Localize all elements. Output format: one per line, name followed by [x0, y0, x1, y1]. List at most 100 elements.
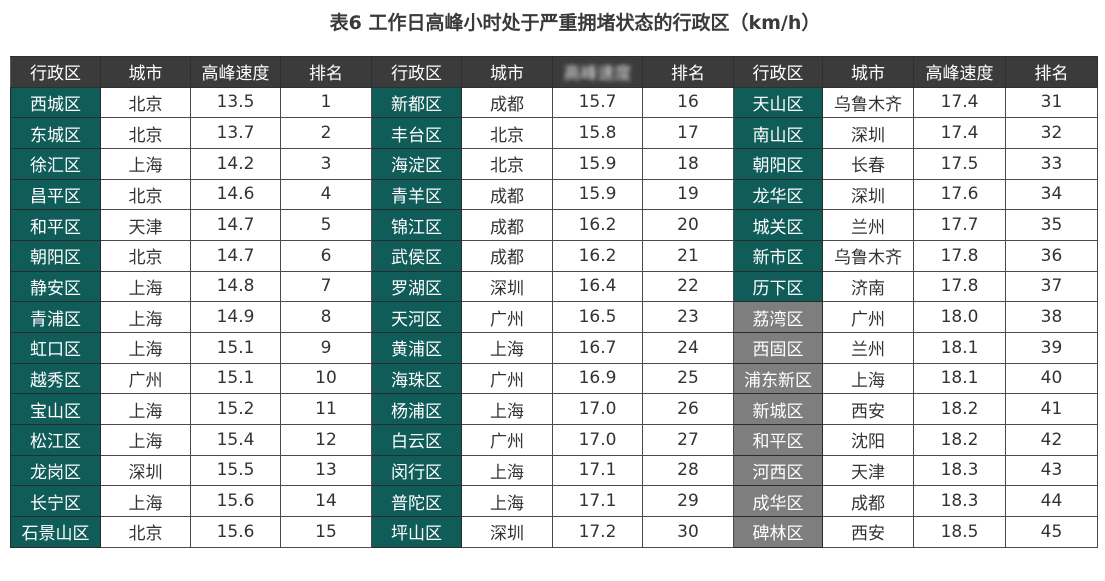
cell-city: 北京	[100, 515, 191, 548]
cell-district: 龙华区	[733, 178, 823, 211]
cell-rank: 43	[1005, 454, 1098, 487]
col-header-city: 城市	[100, 56, 191, 88]
cell-city: 上海	[461, 393, 553, 425]
cell-rank: 17	[642, 117, 734, 149]
table-title: 表6 工作日高峰小时处于严重拥堵状态的行政区（km/h）	[329, 12, 821, 34]
cell-district: 龙岗区	[10, 454, 101, 487]
cell-district: 罗湖区	[371, 270, 462, 303]
cell-city: 广州	[461, 362, 553, 395]
cell-district: 青羊区	[371, 178, 462, 211]
table-body: 西城区 北京 13.5 1 新都区 成都 15.7 16 天山区 乌鲁木齐 17.4 31 东城区 北京 1…	[10, 86, 1098, 548]
cell-peak-speed: 15.6	[190, 515, 281, 548]
col-header-peak-speed: 高峰速度	[913, 56, 1006, 88]
cell-rank: 28	[642, 454, 734, 487]
cell-district: 坪山区	[371, 515, 462, 548]
cell-rank: 23	[642, 301, 734, 333]
cell-peak-speed: 16.5	[552, 301, 643, 333]
cell-peak-speed: 16.7	[552, 331, 643, 364]
cell-city: 深圳	[822, 117, 914, 149]
cell-district: 天河区	[371, 301, 462, 333]
cell-peak-speed: 18.2	[913, 393, 1006, 425]
cell-city: 沈阳	[822, 423, 914, 456]
cell-rank: 38	[1005, 301, 1098, 333]
cell-district: 朝阳区	[10, 239, 101, 272]
cell-peak-speed: 17.4	[913, 86, 1006, 119]
table-row: 东城区 北京 13.7 2 丰台区 北京 15.8 17 南山区 深圳 17.4 32	[10, 117, 1098, 149]
cell-city: 北京	[100, 86, 191, 119]
cell-rank: 25	[642, 362, 734, 395]
cell-peak-speed: 15.9	[552, 178, 643, 211]
cell-district: 黄浦区	[371, 331, 462, 364]
cell-city: 北京	[100, 239, 191, 272]
col-header-city: 城市	[461, 56, 553, 88]
cell-district: 碑林区	[733, 515, 823, 548]
cell-district: 宝山区	[10, 393, 101, 425]
cell-district: 历下区	[733, 270, 823, 303]
cell-city: 北京	[100, 178, 191, 211]
cell-city: 上海	[100, 393, 191, 425]
col-header-district: 行政区	[10, 56, 101, 88]
cell-district: 丰台区	[371, 117, 462, 149]
cell-district: 东城区	[10, 117, 101, 149]
cell-district: 石景山区	[10, 515, 101, 548]
table-row: 宝山区 上海 15.2 11 杨浦区 上海 17.0 26 新城区 西安 18.2 41	[10, 393, 1098, 425]
cell-rank: 18	[642, 147, 734, 180]
cell-city: 济南	[822, 270, 914, 303]
cell-rank: 39	[1005, 331, 1098, 364]
cell-district: 河西区	[733, 454, 823, 487]
cell-peak-speed: 15.5	[190, 454, 281, 487]
cell-city: 天津	[822, 454, 914, 487]
cell-peak-speed: 13.5	[190, 86, 281, 119]
cell-peak-speed: 17.5	[913, 147, 1006, 180]
cell-district: 和平区	[733, 423, 823, 456]
cell-rank: 41	[1005, 393, 1098, 425]
cell-city: 广州	[461, 301, 553, 333]
cell-peak-speed: 18.5	[913, 515, 1006, 548]
cell-rank: 14	[280, 485, 372, 517]
cell-city: 上海	[100, 147, 191, 180]
cell-peak-speed: 14.9	[190, 301, 281, 333]
header-row: 行政区 城市 高峰速度 排名 行政区 城市 高峰速度 排名 行政区 城市 高峰速…	[10, 56, 1098, 88]
cell-rank: 42	[1005, 423, 1098, 456]
cell-peak-speed: 17.8	[913, 239, 1006, 272]
cell-district: 新都区	[371, 86, 462, 119]
cell-city: 兰州	[822, 331, 914, 364]
cell-city: 西安	[822, 393, 914, 425]
cell-peak-speed: 15.4	[190, 423, 281, 456]
table-row: 石景山区 北京 15.6 15 坪山区 深圳 17.2 30 碑林区 西安 18.5 45	[10, 515, 1098, 548]
cell-rank: 36	[1005, 239, 1098, 272]
cell-district: 普陀区	[371, 485, 462, 517]
cell-rank: 16	[642, 86, 734, 119]
col-header-rank: 排名	[642, 56, 734, 88]
table-row: 徐汇区 上海 14.2 3 海淀区 北京 15.9 18 朝阳区 长春 17.5 33	[10, 147, 1098, 180]
cell-district: 杨浦区	[371, 393, 462, 425]
col-header-city: 城市	[822, 56, 914, 88]
cell-peak-speed: 17.7	[913, 209, 1006, 241]
cell-rank: 40	[1005, 362, 1098, 395]
table-row: 西城区 北京 13.5 1 新都区 成都 15.7 16 天山区 乌鲁木齐 17.4 31	[10, 86, 1098, 119]
cell-district: 青浦区	[10, 301, 101, 333]
cell-peak-speed: 16.2	[552, 239, 643, 272]
cell-district: 南山区	[733, 117, 823, 149]
cell-city: 广州	[461, 423, 553, 456]
col-header-peak-speed-text: 高峰速度	[563, 64, 632, 85]
table-row: 长宁区 上海 15.6 14 普陀区 上海 17.1 29 成华区 成都 18.3 44	[10, 485, 1098, 517]
cell-city: 西安	[822, 515, 914, 548]
cell-district: 天山区	[733, 86, 823, 119]
cell-city: 深圳	[822, 178, 914, 211]
cell-peak-speed: 14.2	[190, 147, 281, 180]
cell-peak-speed: 15.6	[190, 485, 281, 517]
cell-rank: 7	[280, 270, 372, 303]
cell-district: 长宁区	[10, 485, 101, 517]
cell-district: 虹口区	[10, 331, 101, 364]
cell-city: 上海	[461, 485, 553, 517]
cell-peak-speed: 13.7	[190, 117, 281, 149]
cell-peak-speed: 18.0	[913, 301, 1006, 333]
cell-peak-speed: 18.2	[913, 423, 1006, 456]
cell-city: 上海	[100, 423, 191, 456]
cell-peak-speed: 17.2	[552, 515, 643, 548]
cell-city: 深圳	[461, 515, 553, 548]
cell-rank: 30	[642, 515, 734, 548]
cell-peak-speed: 15.2	[190, 393, 281, 425]
cell-rank: 5	[280, 209, 372, 241]
